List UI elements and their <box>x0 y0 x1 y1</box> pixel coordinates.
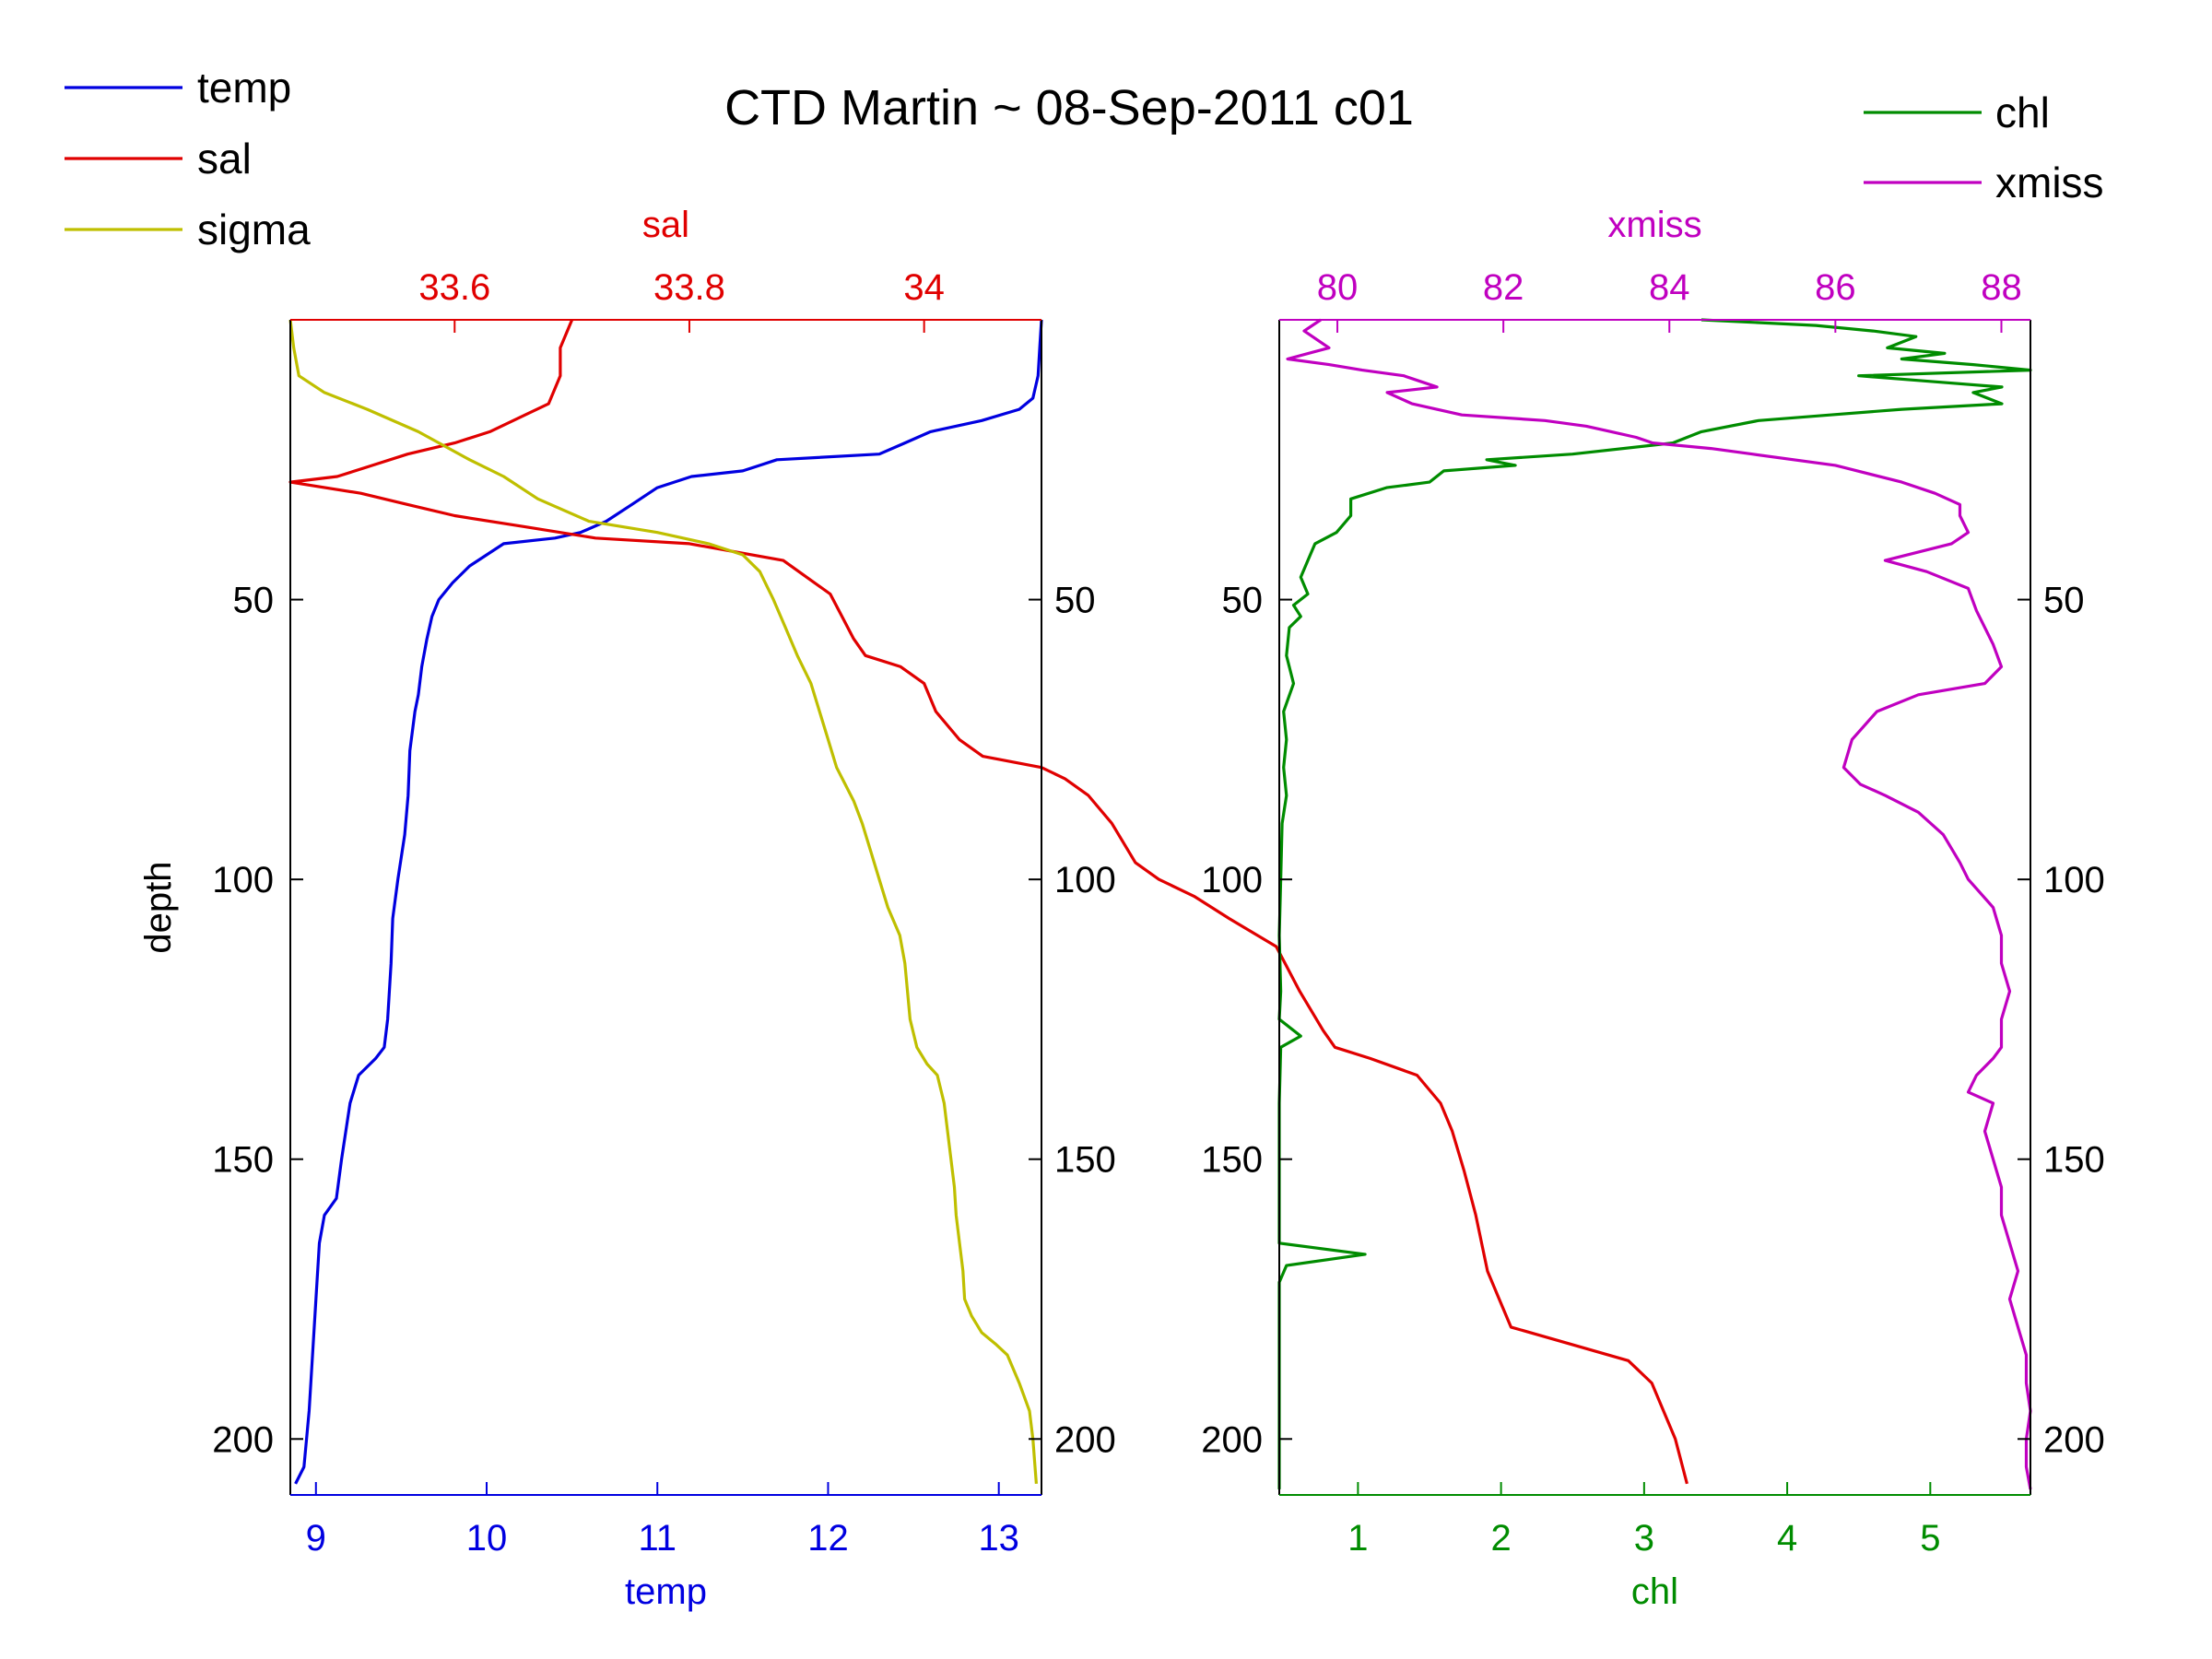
x-bottom-tick-label: 10 <box>466 1518 508 1559</box>
legend-label-xmiss: xmiss <box>1995 159 2104 206</box>
x-bottom-tick-label: 1 <box>1347 1518 1368 1559</box>
y-tick-label-right: 100 <box>1054 860 1116 900</box>
x-top-tick-label: 82 <box>1483 267 1524 308</box>
y-tick-label-right: 50 <box>1054 581 1096 621</box>
x-bottom-tick-label: 9 <box>306 1518 326 1559</box>
x-bottom-axis-label: chl <box>1631 1571 1678 1612</box>
x-top-tick-label: 33.8 <box>653 267 725 308</box>
x-bottom-tick-label: 13 <box>978 1518 1019 1559</box>
x-top-tick-label: 80 <box>1317 267 1359 308</box>
right-panel-chl-xmiss: 50 50 100 100 150 150 200 200 1 2 3 4 5 chl 80 82 84 86 88… <box>1201 205 2105 1612</box>
x-bottom-tick-label: 4 <box>1777 1518 1797 1559</box>
x-top-axis-label: sal <box>642 205 689 245</box>
y-tick-label-left: 150 <box>1201 1140 1263 1181</box>
y-tick-label-left: 200 <box>1201 1419 1263 1460</box>
x-bottom-tick-label: 2 <box>1490 1518 1511 1559</box>
y-tick-label-left: 50 <box>1222 581 1264 621</box>
y-tick-label-left: 150 <box>212 1140 274 1181</box>
y-tick-label-right: 100 <box>2043 860 2105 900</box>
y-tick-label-left: 200 <box>212 1419 274 1460</box>
x-bottom-tick-label: 11 <box>638 1518 677 1559</box>
legend-right: chl xmiss <box>1864 88 2104 206</box>
x-bottom-tick-label: 12 <box>807 1518 849 1559</box>
series-line-xmiss <box>1286 318 2032 1490</box>
x-bottom-axis-label: temp <box>625 1571 707 1612</box>
legend-label-chl: chl <box>1995 88 2050 136</box>
y-tick-label-right: 200 <box>2043 1419 2105 1460</box>
x-top-tick-label: 34 <box>903 267 945 308</box>
legend-label-sal: sal <box>197 135 252 182</box>
legend-label-sigma: sigma <box>197 206 311 253</box>
x-top-tick-label: 88 <box>1981 267 2022 308</box>
y-tick-label-right: 150 <box>2043 1140 2105 1181</box>
y-tick-label-right: 150 <box>1054 1140 1116 1181</box>
y-tick-label-left: 100 <box>212 860 274 900</box>
y-tick-label-left: 50 <box>233 581 275 621</box>
x-top-tick-label: 86 <box>1815 267 1856 308</box>
series-line-sigma <box>288 319 1038 1485</box>
legend-left: temp sal sigma <box>65 64 311 253</box>
x-top-tick-label: 84 <box>1649 267 1690 308</box>
legend-label-temp: temp <box>197 64 291 112</box>
series-line-sal <box>288 319 1688 1485</box>
chart-title: CTD Martin ~ 08-Sep-2011 c01 <box>724 80 1414 135</box>
x-bottom-tick-label: 3 <box>1634 1518 1654 1559</box>
series-line-temp <box>294 319 1043 1485</box>
y-tick-label-right: 50 <box>2043 581 2085 621</box>
x-top-tick-label: 33.6 <box>418 267 490 308</box>
y-axis-label: depth <box>138 861 179 953</box>
x-bottom-tick-label: 5 <box>1920 1518 1940 1559</box>
x-top-axis-label: xmiss <box>1607 205 1701 245</box>
y-tick-label-right: 200 <box>1054 1419 1116 1460</box>
y-tick-label-left: 100 <box>1201 860 1263 900</box>
